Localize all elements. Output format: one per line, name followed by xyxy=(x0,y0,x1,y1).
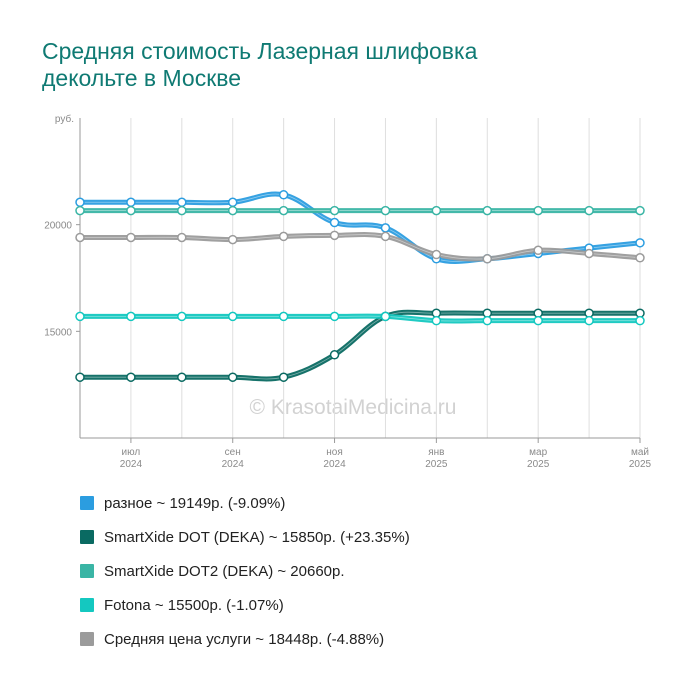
series-point-0 xyxy=(227,197,238,208)
series-points xyxy=(75,190,645,382)
series-point-1 xyxy=(329,350,340,360)
y-tick-label: 20000 xyxy=(44,221,72,232)
series-point-4 xyxy=(635,253,645,263)
series-point-1 xyxy=(278,372,289,382)
series-point-3 xyxy=(126,311,136,322)
legend-item: Fotona ~ 15500р. (-1.07%) xyxy=(80,588,410,622)
x-tick-label-year: 2025 xyxy=(629,459,652,470)
legend-swatch xyxy=(80,598,94,612)
series-point-0 xyxy=(75,197,85,208)
series-point-1 xyxy=(227,372,238,382)
legend-label: SmartXide DOT (DEKA) ~ 15850р. (+23.35%) xyxy=(104,528,410,546)
series-point-2 xyxy=(482,205,493,216)
series-point-2 xyxy=(227,205,238,216)
series-point-1 xyxy=(177,372,187,382)
legend-swatch xyxy=(80,530,94,544)
legend-item: SmartXide DOT2 (DEKA) ~ 20660р. xyxy=(80,554,410,588)
x-tick-label-year: 2024 xyxy=(222,459,245,470)
x-tick-label-year: 2025 xyxy=(425,459,448,470)
legend-item: SmartXide DOT (DEKA) ~ 15850р. (+23.35%) xyxy=(80,520,410,554)
series-point-2 xyxy=(584,205,594,216)
series-point-4 xyxy=(177,232,187,243)
series-point-2 xyxy=(431,205,442,216)
series-point-2 xyxy=(177,205,187,216)
x-tick-label-year: 2024 xyxy=(120,459,143,470)
series-point-3 xyxy=(584,315,594,326)
series-point-3 xyxy=(75,311,85,322)
legend-swatch xyxy=(80,496,94,510)
y-axis-unit-label: руб. xyxy=(55,113,74,125)
x-tick-label-month: май xyxy=(631,447,649,458)
series-point-3 xyxy=(482,315,493,326)
series-point-3 xyxy=(380,311,391,322)
x-tick-label-month: мар xyxy=(529,447,547,458)
series-point-0 xyxy=(126,197,136,208)
series-point-2 xyxy=(533,205,543,216)
axes: руб.2000015000июл2024сен2024ноя2024янв20… xyxy=(44,113,651,470)
x-tick-label-year: 2024 xyxy=(323,459,346,470)
series-point-2 xyxy=(329,205,340,216)
series-line-4 xyxy=(77,232,643,262)
series-point-3 xyxy=(329,311,340,322)
series-point-2 xyxy=(278,205,289,216)
legend-label: Средняя цена услуги ~ 18448р. (-4.88%) xyxy=(104,630,385,648)
chart-title-line-1: Средняя стоимость Лазерная шлифовка xyxy=(42,38,478,64)
legend-item: разное ~ 19149р. (-9.09%) xyxy=(80,486,410,520)
x-tick-label-month: ноя xyxy=(326,447,343,458)
series-point-0 xyxy=(380,223,391,233)
grid xyxy=(79,118,641,438)
series-point-4 xyxy=(75,232,85,243)
x-tick-label-year: 2025 xyxy=(527,459,550,470)
x-tick-label-month: янв xyxy=(428,447,444,458)
legend-label: разное ~ 19149р. (-9.09%) xyxy=(104,494,286,512)
chart-title: Средняя стоимость Лазерная шлифовка деко… xyxy=(42,38,662,92)
series-point-4 xyxy=(482,254,493,264)
series-point-0 xyxy=(177,197,187,208)
series-point-1 xyxy=(75,372,85,382)
x-tick-label-month: сен xyxy=(225,447,241,458)
series-point-0 xyxy=(329,217,340,228)
series-point-4 xyxy=(533,245,543,256)
legend-swatch xyxy=(80,632,94,646)
legend-label: Fotona ~ 15500р. (-1.07%) xyxy=(104,596,284,614)
series-point-0 xyxy=(278,190,289,200)
series-point-4 xyxy=(380,231,391,242)
x-tick-label-month: июл xyxy=(122,447,141,458)
series-point-2 xyxy=(635,205,645,216)
watermark: © KrasotaiMedicina.ru xyxy=(250,396,457,419)
series-point-3 xyxy=(227,311,238,322)
series-point-4 xyxy=(329,230,340,241)
series-point-4 xyxy=(227,234,238,245)
series-point-2 xyxy=(380,205,391,216)
series-point-3 xyxy=(278,311,289,322)
y-tick-label: 15000 xyxy=(44,327,72,338)
legend-label: SmartXide DOT2 (DEKA) ~ 20660р. xyxy=(104,562,345,580)
series-point-4 xyxy=(126,232,136,243)
series-point-4 xyxy=(431,249,442,260)
series-point-2 xyxy=(126,205,136,216)
series-point-3 xyxy=(177,311,187,322)
series-point-1 xyxy=(126,372,136,382)
legend-item: Средняя цена услуги ~ 18448р. (-4.88%) xyxy=(80,622,410,656)
series-point-2 xyxy=(75,205,85,216)
series-point-3 xyxy=(635,315,645,326)
series-point-3 xyxy=(431,315,442,326)
legend-swatch xyxy=(80,564,94,578)
series-point-3 xyxy=(533,315,543,326)
series-line-3 xyxy=(77,313,643,324)
series-lines xyxy=(77,191,643,382)
chart-title-line-2: декольте в Москве xyxy=(42,65,242,91)
series-point-4 xyxy=(278,231,289,242)
series-point-4 xyxy=(584,248,594,259)
legend: разное ~ 19149р. (-9.09%) SmartXide DOT (… xyxy=(80,486,410,656)
series-point-0 xyxy=(635,238,645,248)
